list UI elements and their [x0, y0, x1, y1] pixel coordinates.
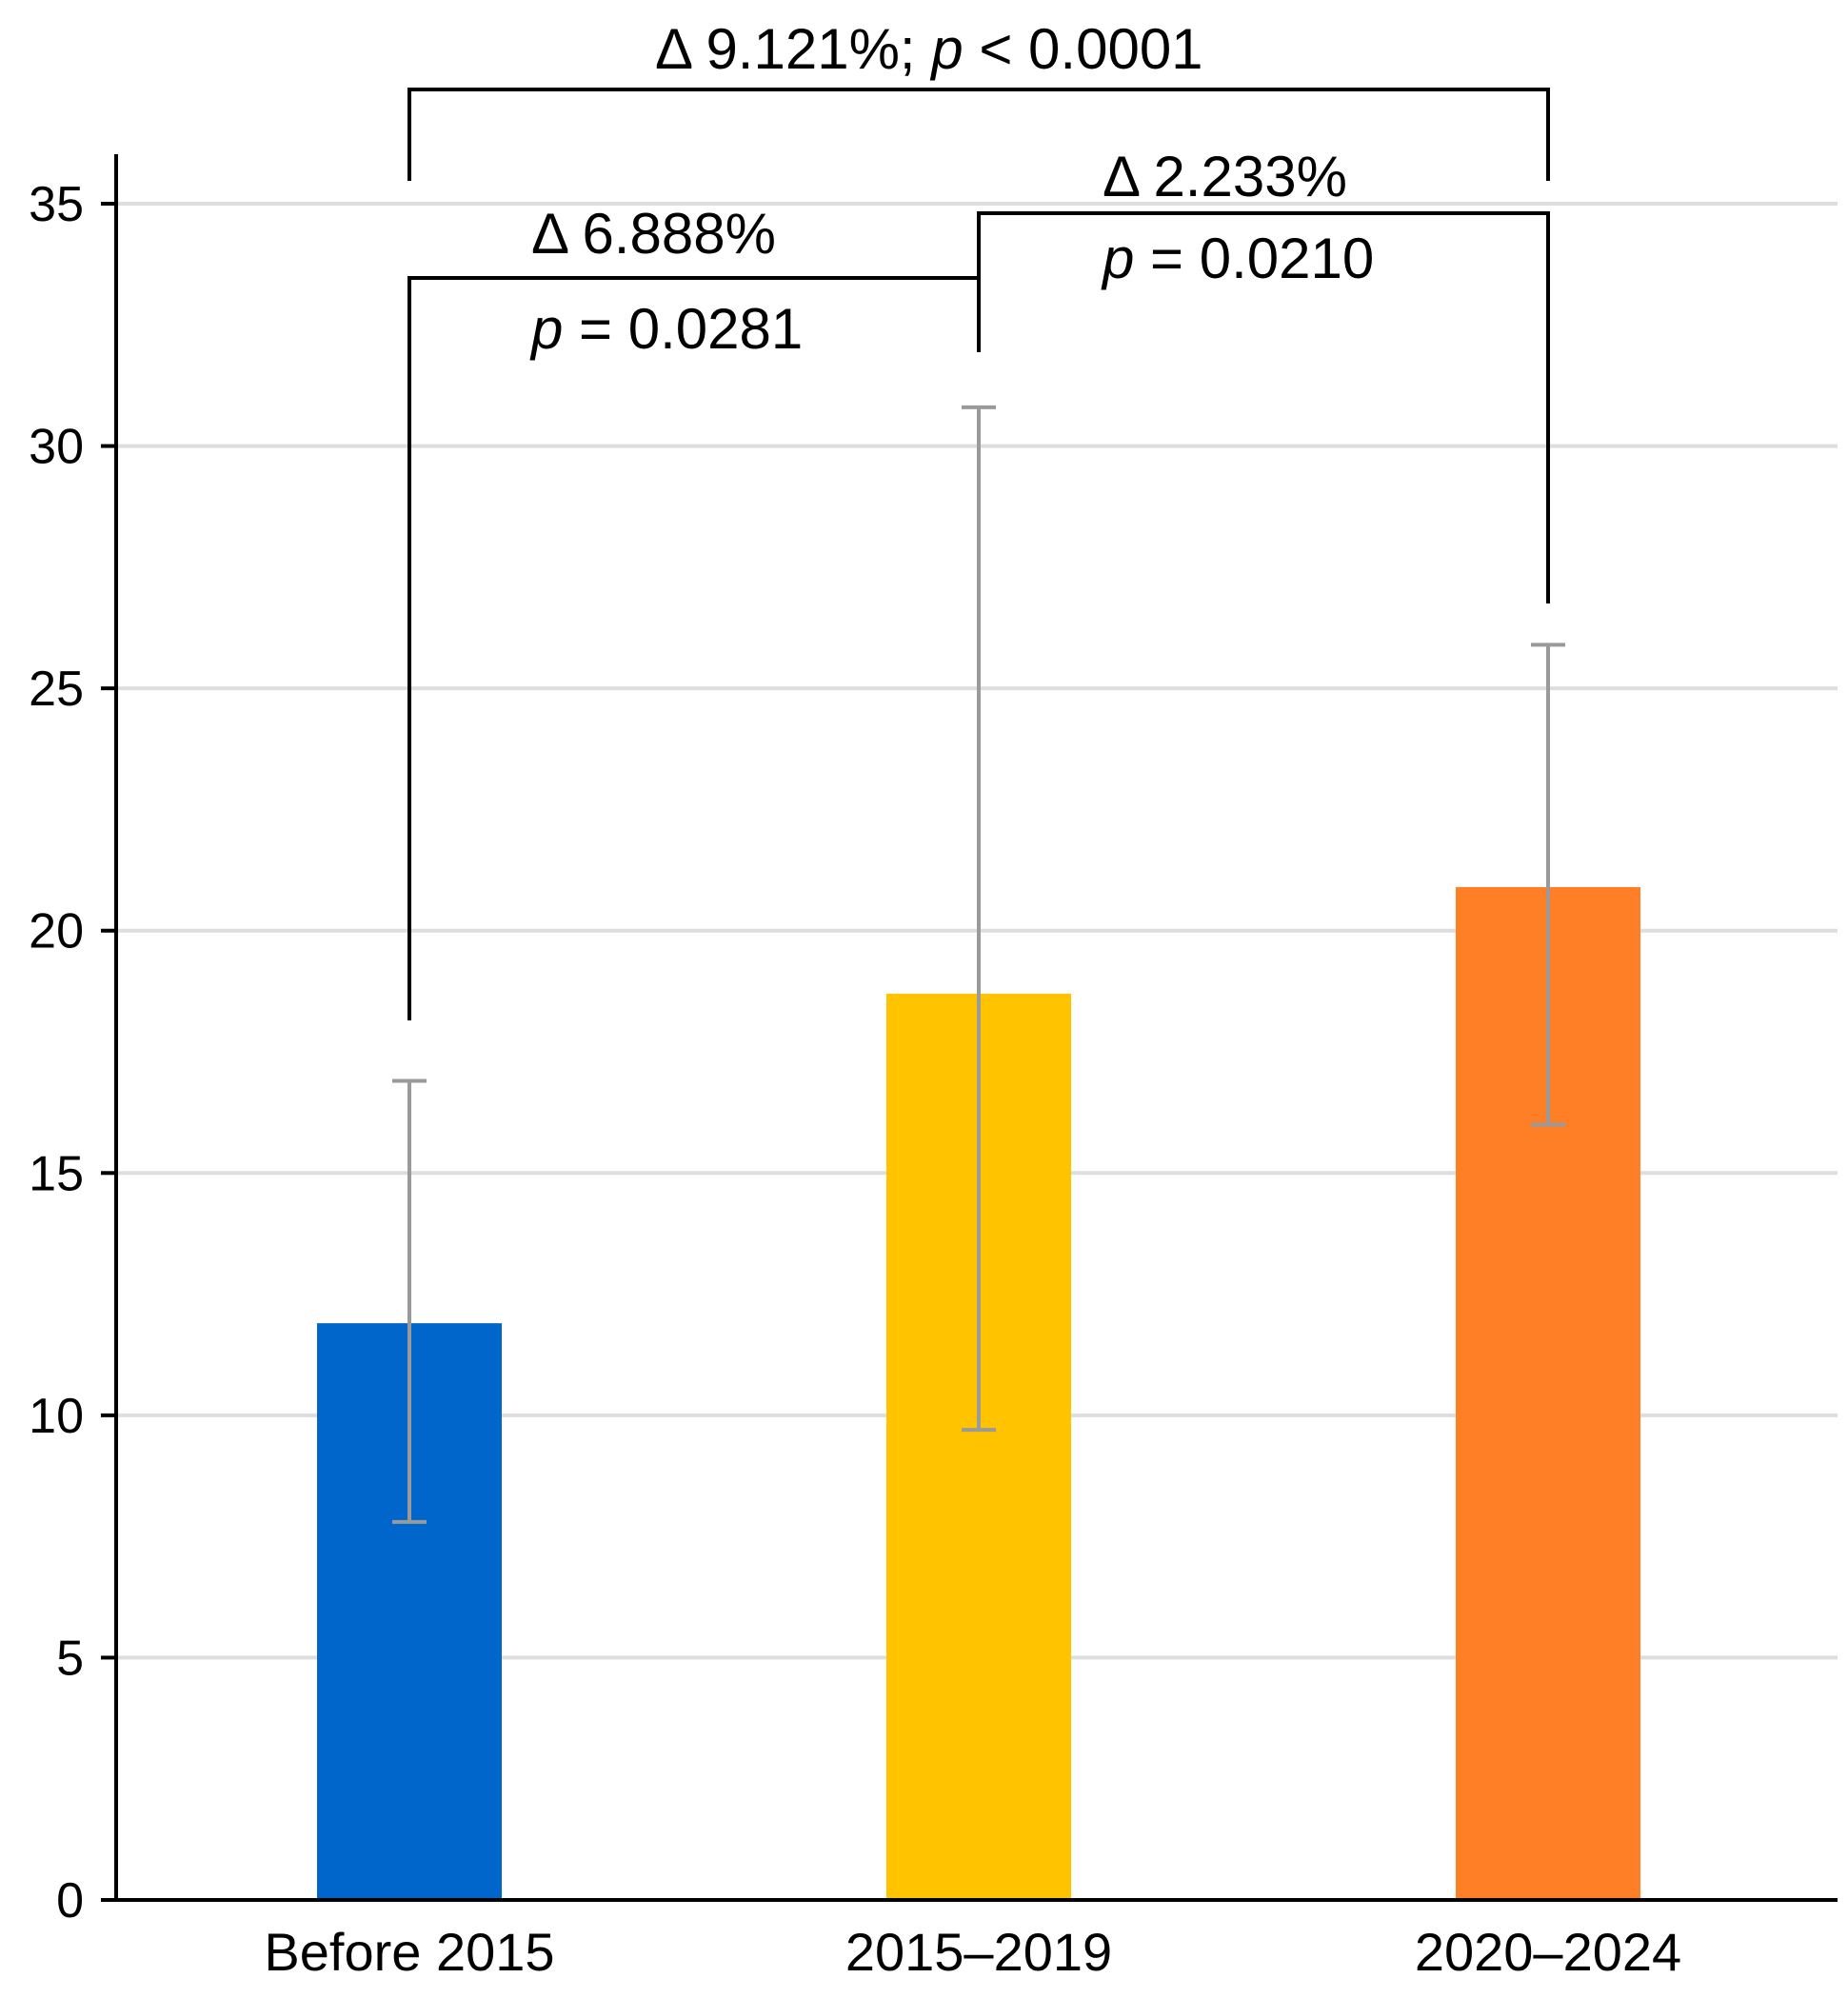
bracket-before2015-vs-2015-2019 — [407, 276, 981, 1020]
y-tick-label: 35 — [29, 177, 84, 232]
x-tick-label: Before 2015 — [264, 1922, 554, 1982]
annotation-p-value: p = 0.0281 — [529, 297, 803, 361]
y-tick-label: 10 — [29, 1389, 84, 1444]
x-tick-label: 2015–2019 — [845, 1922, 1112, 1982]
annotation-delta-p-value: Δ 9.121%; p < 0.0001 — [655, 17, 1203, 81]
y-tick-label: 0 — [56, 1873, 84, 1929]
bracket-2015-2019-vs-2020-2024 — [977, 211, 1550, 603]
bracket-before2015-vs-2020-2024 — [407, 88, 1550, 181]
y-tick-label: 15 — [29, 1146, 84, 1201]
x-tick-label: 2020–2024 — [1415, 1922, 1681, 1982]
y-tick-label: 25 — [29, 662, 84, 717]
annotation-delta: Δ 2.233% — [1103, 145, 1347, 208]
annotation-p-value: p = 0.0210 — [1101, 227, 1374, 290]
y-tick-label: 5 — [56, 1631, 84, 1686]
y-tick-label: 20 — [29, 904, 84, 959]
annotation-delta: Δ 6.888% — [531, 202, 776, 266]
y-tick-label: 30 — [29, 420, 84, 475]
